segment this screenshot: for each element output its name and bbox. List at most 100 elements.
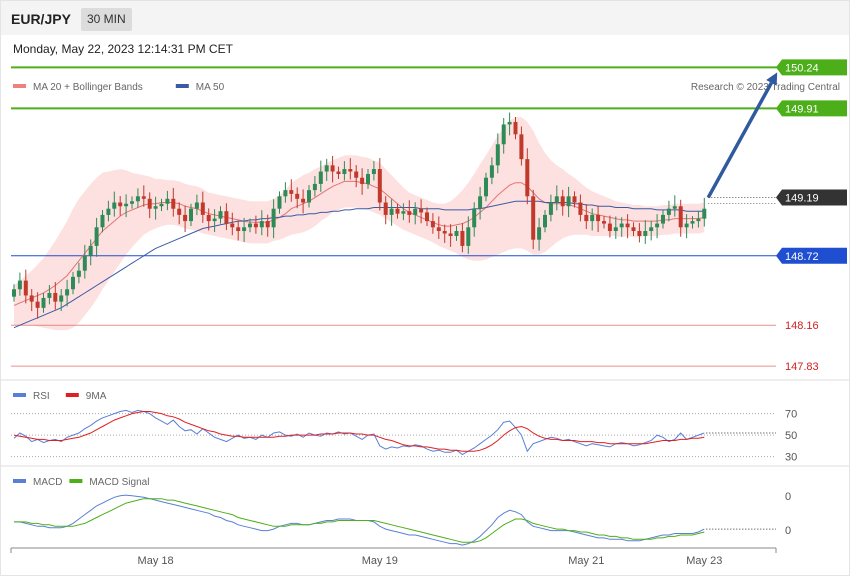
candle: [407, 211, 412, 215]
candle: [666, 208, 671, 215]
candle: [242, 227, 247, 232]
level-tag: [776, 100, 847, 117]
candle: [678, 206, 683, 228]
candle: [94, 227, 99, 246]
candle: [366, 174, 370, 184]
candle: [554, 196, 559, 203]
candle: [324, 165, 329, 172]
candle: [537, 227, 542, 240]
candle: [183, 214, 188, 222]
candle: [236, 227, 241, 232]
candle: [513, 121, 518, 135]
rsi-tick-label: 50: [785, 430, 797, 442]
candle: [442, 231, 447, 234]
candle: [130, 201, 134, 204]
forecast-arrow: [706, 82, 773, 199]
candle: [106, 208, 111, 215]
x-tick-label: May 21: [568, 555, 604, 567]
candle: [189, 208, 193, 222]
legend-entry: MA 20 + Bollinger Bands: [33, 82, 143, 93]
candle: [543, 214, 547, 228]
candle: [41, 297, 46, 308]
candle: [124, 203, 129, 207]
candle: [336, 171, 341, 175]
candle: [224, 211, 229, 224]
candle: [436, 227, 441, 232]
candle: [65, 289, 70, 296]
candle: [283, 190, 288, 197]
candle: [248, 223, 252, 228]
legend-entry: MACD Signal: [89, 477, 149, 488]
level-label: 147.83: [785, 361, 819, 373]
candle: [466, 227, 471, 246]
candle: [12, 289, 16, 297]
candle: [88, 245, 93, 256]
candle: [383, 202, 388, 215]
rsi-line: [13, 409, 705, 456]
candle: [71, 276, 75, 290]
level-label: 149.91: [785, 103, 819, 115]
candles-group: [12, 112, 707, 319]
candle: [507, 121, 512, 125]
x-tick-label: May 23: [686, 555, 722, 567]
candle: [484, 177, 488, 197]
candle: [454, 231, 459, 236]
candle: [495, 144, 500, 166]
ma50-line: [13, 200, 705, 329]
candle: [47, 292, 52, 298]
macd-tick-label: 0: [785, 525, 791, 537]
candle: [100, 214, 105, 228]
candle: [448, 233, 453, 236]
candle: [212, 218, 217, 222]
candle: [200, 202, 205, 215]
candle: [572, 196, 577, 203]
candle: [342, 169, 347, 175]
candle: [525, 159, 530, 197]
candle: [253, 223, 258, 228]
legend-swatch: [13, 84, 26, 88]
candle: [395, 208, 400, 214]
candle: [531, 196, 536, 240]
candle: [23, 280, 28, 296]
candle: [637, 231, 642, 236]
candle: [271, 208, 276, 228]
candle: [413, 208, 418, 215]
candle: [153, 206, 158, 209]
candle: [519, 134, 524, 160]
candle: [649, 227, 654, 232]
candle: [613, 227, 618, 232]
candle: [625, 223, 630, 228]
candle: [59, 295, 64, 302]
candle: [218, 211, 223, 219]
x-tick-label: May 18: [138, 555, 174, 567]
candle: [177, 208, 182, 215]
candle: [661, 214, 665, 224]
level-tag: [776, 247, 847, 264]
candle: [147, 198, 152, 209]
candle: [141, 196, 146, 199]
level-label: 149.19: [785, 193, 819, 205]
chart-header: EUR/JPY 30 MIN: [1, 1, 849, 35]
candle: [165, 198, 170, 204]
legend-entry: MACD: [33, 477, 62, 488]
candle: [295, 193, 300, 199]
candle: [655, 223, 660, 228]
forecast-arrowhead: [766, 72, 778, 86]
candle: [259, 221, 264, 228]
chart-credit: Research © 2023 Trading Central: [691, 82, 840, 93]
candle: [265, 221, 270, 228]
candle: [307, 190, 311, 203]
candle: [29, 295, 34, 302]
candle: [301, 198, 306, 203]
candle: [318, 171, 323, 184]
rsi-tick-label: 30: [785, 452, 797, 464]
candle: [206, 214, 211, 222]
candle: [112, 202, 117, 209]
level-tag: [776, 189, 847, 206]
candle: [684, 223, 689, 228]
legend-swatch: [175, 84, 189, 88]
candle: [425, 212, 429, 222]
x-tick-label: May 19: [362, 555, 398, 567]
timeframe-badge[interactable]: 30 MIN: [81, 8, 132, 31]
